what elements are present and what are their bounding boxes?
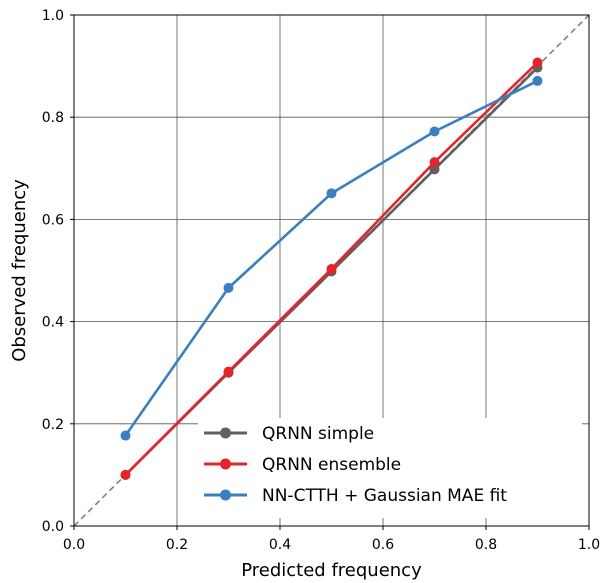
y-tick-label: 0.0 — [42, 519, 64, 535]
y-axis-label: Observed frequency — [9, 179, 30, 362]
legend-label: NN-CTTH + Gaussian MAE fit — [262, 486, 507, 506]
x-tick-label: 0.6 — [372, 537, 394, 553]
data-point — [326, 188, 337, 199]
data-point — [223, 366, 234, 377]
data-point — [429, 157, 440, 168]
legend-label: QRNN simple — [262, 424, 374, 444]
legend-box — [198, 418, 582, 518]
data-point — [429, 126, 440, 137]
legend-swatch-marker — [220, 427, 231, 439]
legend-swatch-marker — [220, 489, 231, 501]
data-point — [223, 282, 234, 293]
y-tick-label: 0.2 — [42, 417, 64, 433]
x-tick-label: 1.0 — [578, 537, 600, 553]
data-point — [532, 57, 543, 68]
x-tick-label: 0.0 — [63, 537, 85, 553]
y-tick-label: 0.8 — [42, 110, 64, 126]
legend: QRNN simple QRNN ensemble NN-CTTH + Gaussi… — [198, 418, 582, 518]
y-tick-label: 0.4 — [42, 315, 64, 331]
data-point — [429, 164, 440, 175]
legend-item: QRNN ensemble — [204, 455, 401, 475]
data-point — [326, 263, 337, 274]
legend-item: QRNN simple — [204, 424, 374, 444]
x-tick-label: 0.8 — [475, 537, 497, 553]
data-point — [120, 469, 131, 480]
plot-frame — [73, 14, 590, 527]
legend-swatch-marker — [220, 458, 231, 470]
x-tick-label: 0.2 — [166, 537, 188, 553]
legend-items: QRNN simple QRNN ensemble NN-CTTH + Gaussi… — [204, 424, 507, 506]
series-line — [124, 79, 539, 437]
y-tick-label: 0.6 — [42, 212, 64, 228]
data-point — [120, 430, 131, 441]
legend-item: NN-CTTH + Gaussian MAE fit — [204, 486, 507, 506]
legend-label: QRNN ensemble — [262, 455, 401, 475]
x-axis-label: Predicted frequency — [241, 560, 422, 581]
x-tick-label: 0.4 — [269, 537, 291, 553]
y-axis-ticks: 0.0 0.2 0.4 0.6 0.8 1.0 — [42, 8, 74, 535]
series-2 — [120, 75, 543, 441]
data-point — [532, 75, 543, 86]
series-1 — [120, 57, 543, 480]
y-tick-label: 1.0 — [42, 8, 64, 24]
x-axis-ticks: 0.0 0.2 0.4 0.6 0.8 1.0 — [63, 526, 600, 553]
series-layer — [120, 57, 543, 480]
